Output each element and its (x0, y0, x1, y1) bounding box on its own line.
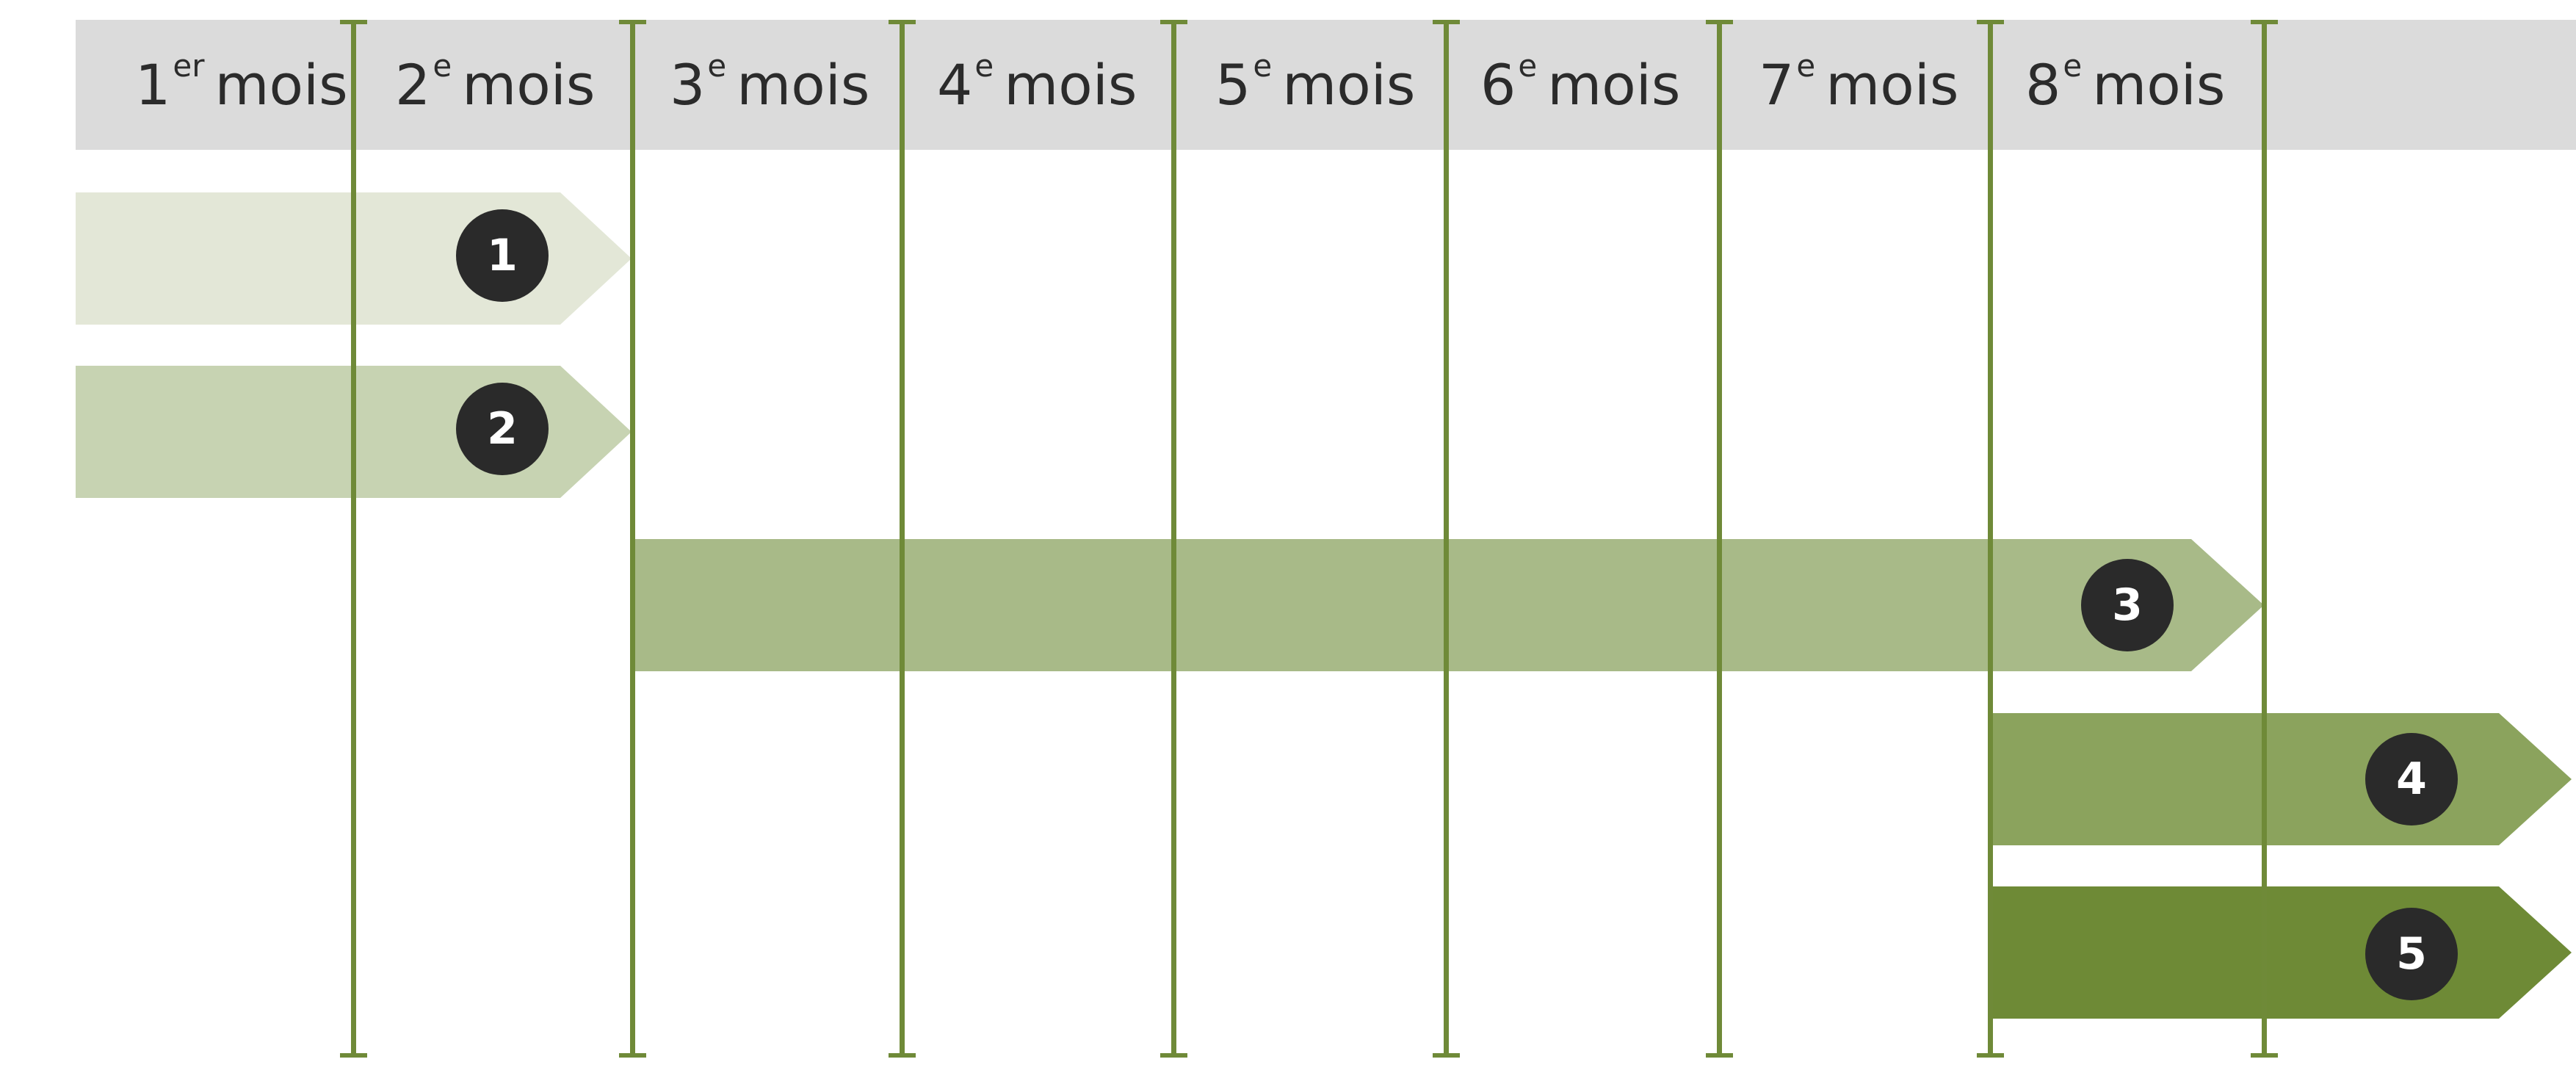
month-gridline (2262, 20, 2267, 1058)
month-header-band (76, 20, 2576, 150)
month-label-4: 4e mois (937, 48, 1137, 118)
month-label-8: 8e mois (2025, 48, 2226, 118)
gridline-bottom-cap (2251, 1053, 2278, 1058)
phase-badge-3: 3 (2081, 559, 2174, 651)
month-label-1: 1er mois (135, 48, 348, 118)
gridline-top-cap (340, 20, 367, 24)
gridline-top-cap (1433, 20, 1460, 24)
gridline-bottom-cap (1706, 1053, 1733, 1058)
month-gridline (351, 20, 356, 1058)
gridline-top-cap (1160, 20, 1187, 24)
phase-badge-5: 5 (2365, 908, 2458, 1000)
month-gridline (1171, 20, 1176, 1058)
month-gridline (1988, 20, 1993, 1058)
gridline-bottom-cap (619, 1053, 646, 1058)
month-label-7: 7e mois (1759, 48, 1959, 118)
gridline-bottom-cap (340, 1053, 367, 1058)
gridline-top-cap (1706, 20, 1733, 24)
phase-arrow-4 (1989, 713, 2572, 845)
phase-badge-4: 4 (2365, 733, 2458, 825)
month-gridline (630, 20, 635, 1058)
month-gridline (900, 20, 905, 1058)
gridline-bottom-cap (889, 1053, 916, 1058)
phase-arrow-5 (1989, 886, 2572, 1019)
gridline-bottom-cap (1433, 1053, 1460, 1058)
gridline-top-cap (889, 20, 916, 24)
phase-badge-1: 1 (456, 209, 549, 302)
gridline-bottom-cap (1160, 1053, 1187, 1058)
gridline-top-cap (2251, 20, 2278, 24)
gridline-top-cap (1977, 20, 2004, 24)
gridline-top-cap (619, 20, 646, 24)
phase-badge-2: 2 (456, 383, 549, 475)
gridline-bottom-cap (1977, 1053, 2004, 1058)
month-label-5: 5e mois (1215, 48, 1416, 118)
phase-arrow-4-shape (1989, 713, 2572, 845)
month-gridline (1444, 20, 1449, 1058)
month-label-2: 2e mois (395, 48, 596, 118)
month-label-6: 6e mois (1480, 48, 1681, 118)
month-label-3: 3e mois (670, 48, 870, 118)
month-gridline (1717, 20, 1722, 1058)
phase-arrow-5-shape (1989, 886, 2572, 1019)
